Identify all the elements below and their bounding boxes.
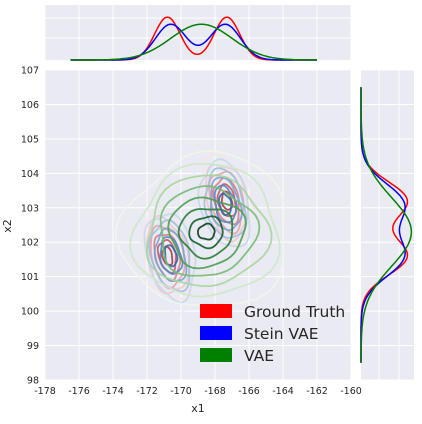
contour-line: [153, 227, 188, 283]
contour-line: [188, 215, 224, 250]
y-tick-label: 98: [27, 376, 39, 387]
top-marginal-background: [45, 5, 351, 60]
y-tick-label: 104: [21, 169, 39, 180]
contour-line: [159, 185, 261, 277]
top-marginal-density: [70, 16, 317, 61]
y-tick-label: 102: [21, 238, 39, 249]
contour-line: [205, 163, 250, 243]
x-tick-label: -160: [340, 386, 362, 397]
contour-line: [145, 174, 273, 288]
y-tick-label: 101: [21, 272, 39, 283]
tick-labels: -178 -176 -174 -172 -170 -168 -166 -164 -162 -160…: [21, 66, 362, 398]
contour-line: [167, 196, 247, 270]
right-marginal-background: [361, 70, 414, 380]
contour-line: [129, 162, 281, 298]
right-density-stein-vae: [360, 87, 406, 363]
legend: Ground Truth Stein VAE VAE: [200, 303, 345, 365]
contour-line: [139, 204, 203, 315]
x-tick-label: -164: [272, 386, 294, 397]
contour-line: [217, 192, 233, 216]
right-density-vae: [360, 87, 413, 363]
legend-swatch-ground-truth: [200, 304, 232, 318]
legend-label-vae: VAE: [244, 347, 274, 365]
x-tick-label: -162: [306, 386, 328, 397]
x-tick-label: -174: [102, 386, 124, 397]
contour-line: [177, 208, 234, 260]
x-tick-label: -168: [204, 386, 226, 397]
legend-label-ground-truth: Ground Truth: [244, 303, 345, 321]
y-tick-label: 106: [21, 100, 39, 111]
contour-group-vae: [115, 150, 285, 307]
contour-line: [115, 150, 285, 307]
y-tick-label: 105: [21, 134, 39, 145]
contour-line: [209, 176, 243, 232]
contour-line: [156, 238, 177, 274]
right-marginal-density: [360, 87, 413, 363]
contour-line: [160, 245, 174, 266]
y-tick-label: 103: [21, 203, 39, 214]
y-tick-label: 99: [27, 341, 39, 352]
x-tick-label: -166: [238, 386, 260, 397]
x-tick-label: -170: [170, 386, 192, 397]
x-axis-label: x1: [191, 402, 205, 415]
y-axis-label: x2: [1, 219, 14, 233]
contour-line: [148, 219, 191, 293]
contour-line: [213, 184, 238, 224]
contour-layer: [115, 150, 285, 315]
top-density-vae: [70, 23, 317, 61]
y-tick-label: 107: [21, 66, 39, 77]
panel-backgrounds: [45, 5, 414, 380]
x-tick-label: -176: [68, 386, 90, 397]
legend-swatch-vae: [200, 348, 232, 362]
contour-line: [164, 244, 179, 268]
legend-swatch-stein-vae: [200, 326, 232, 340]
main-plot-background: [45, 70, 351, 380]
x-tick-label: -178: [34, 386, 56, 397]
x-tick-label: -172: [136, 386, 158, 397]
legend-label-stein-vae: Stein VAE: [244, 325, 319, 343]
contour-line: [197, 222, 216, 241]
y-tick-label: 100: [21, 307, 39, 318]
